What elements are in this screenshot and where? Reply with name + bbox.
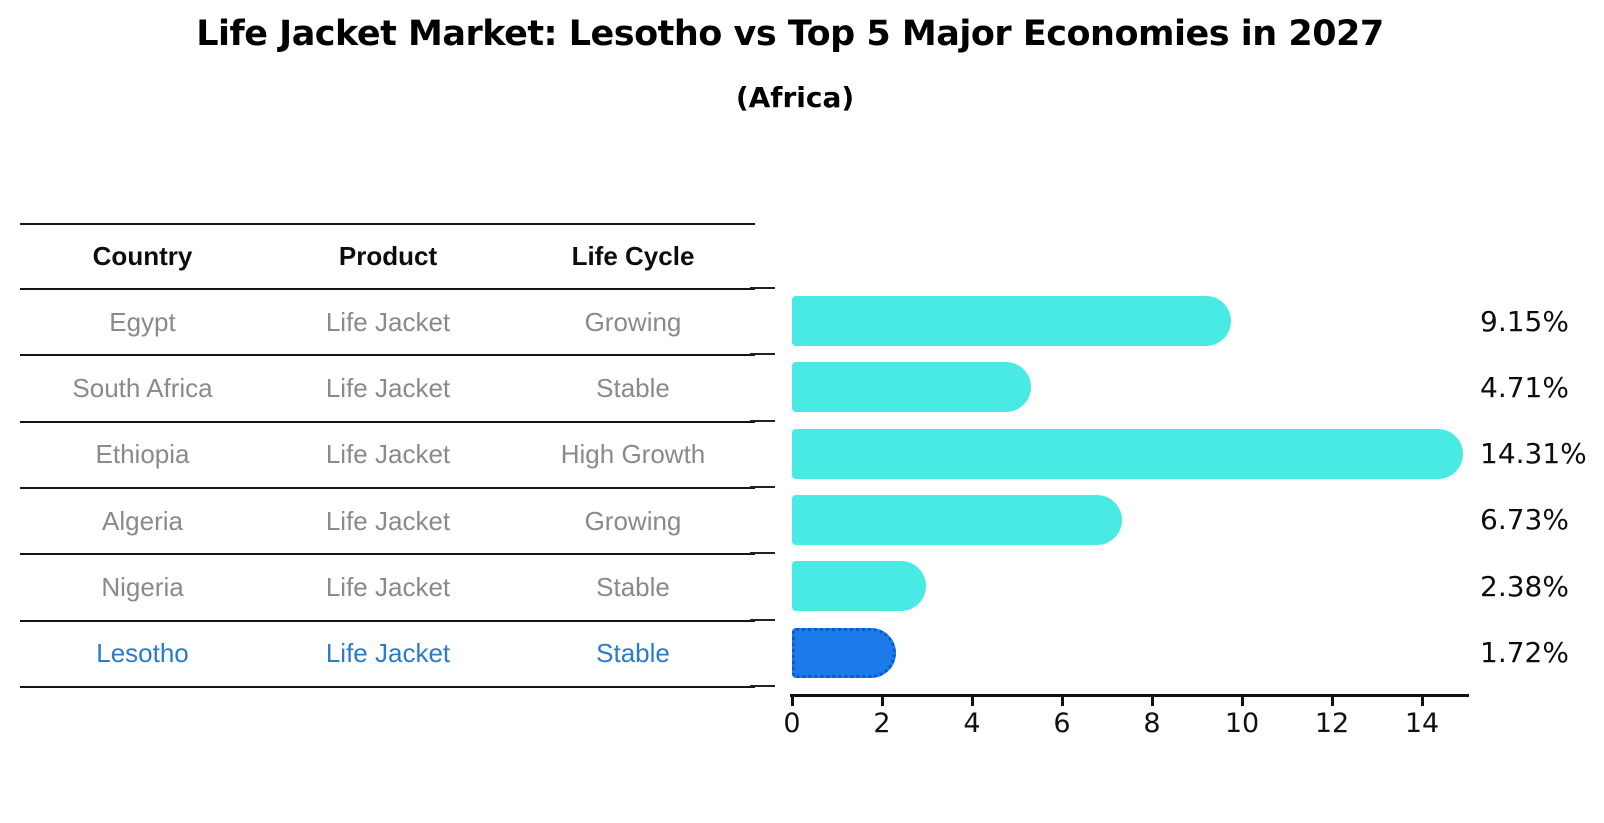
x-tick-label: 4 [963, 708, 981, 739]
figure-title: Life Jacket Market: Lesotho vs Top 5 Maj… [196, 14, 1384, 54]
x-tick-label: 2 [873, 708, 891, 739]
column-header-country: Country [92, 241, 193, 271]
comparison-table: Country Product Life Cycle Egypt Life Jac… [20, 223, 755, 688]
table-header-row: Country Product Life Cycle [20, 223, 755, 288]
value-label: 1.72% [1480, 636, 1569, 670]
x-tick [881, 696, 884, 706]
table-row: Algeria Life Jacket Growing [20, 486, 755, 553]
cell-country: Egypt [109, 306, 176, 337]
x-tick-label: 6 [1053, 708, 1071, 739]
cell-country: Algeria [102, 505, 183, 536]
x-tick-label: 10 [1224, 708, 1260, 739]
bar-egypt [792, 296, 1231, 347]
x-tick [1241, 696, 1244, 706]
column-header-product: Product [338, 241, 438, 271]
x-tick-label: 8 [1143, 708, 1161, 739]
cell-life-cycle: Stable [596, 638, 670, 669]
figure-subtitle: (Africa) [735, 81, 855, 114]
cell-product: Life Jacket [325, 372, 451, 403]
table-row: Nigeria Life Jacket Stable [20, 553, 755, 619]
x-tick [1061, 696, 1064, 706]
cell-product: Life Jacket [325, 571, 451, 602]
cell-country: Lesotho [96, 638, 189, 669]
value-label: 2.38% [1480, 569, 1569, 603]
cell-country: Nigeria [101, 571, 184, 602]
value-label: 14.31% [1480, 437, 1587, 471]
table-body: Egypt Life Jacket Growing South Africa Life … [20, 288, 755, 686]
bar-ethiopia [792, 428, 1463, 479]
cell-product: Life Jacket [325, 505, 451, 536]
x-tick [791, 696, 794, 706]
y-tick [750, 353, 775, 356]
x-tick [1421, 696, 1424, 706]
x-axis-line [790, 694, 1469, 697]
cell-life-cycle: Stable [596, 372, 670, 403]
cell-life-cycle: Growing [584, 306, 682, 337]
cell-product: Life Jacket [325, 638, 451, 669]
bar-lesotho [792, 627, 896, 678]
x-tick [971, 696, 974, 706]
value-label: 9.15% [1480, 304, 1569, 338]
bar-south-africa [792, 362, 1031, 413]
y-tick [750, 287, 775, 289]
value-label: 4.71% [1480, 370, 1569, 404]
table-row: South Africa Life Jacket Stable [20, 354, 755, 420]
value-label: 6.73% [1480, 503, 1569, 537]
x-tick [1331, 696, 1334, 706]
y-tick [750, 684, 775, 687]
bar-nigeria [792, 561, 926, 612]
x-tick-label: 12 [1314, 708, 1350, 739]
table-row: Lesotho Life Jacket Stable [20, 619, 755, 686]
cell-life-cycle: High Growth [560, 439, 706, 470]
y-tick [750, 552, 775, 555]
cell-life-cycle: Growing [584, 505, 682, 536]
y-tick [750, 618, 775, 621]
y-tick [750, 419, 775, 422]
x-tick [1151, 696, 1154, 706]
cell-country: Ethiopia [95, 439, 190, 470]
table-row: Ethiopia Life Jacket High Growth [20, 420, 755, 487]
cell-life-cycle: Stable [596, 571, 670, 602]
cell-product: Life Jacket [325, 439, 451, 470]
y-tick [750, 485, 775, 488]
x-tick-label: 0 [783, 708, 801, 739]
table-row: Egypt Life Jacket Growing [20, 288, 755, 354]
x-tick-label: 14 [1404, 708, 1440, 739]
bar-algeria [792, 495, 1122, 546]
cell-product: Life Jacket [325, 306, 451, 337]
cell-country: South Africa [72, 372, 213, 403]
column-header-life-cycle: Life Cycle [571, 241, 695, 271]
